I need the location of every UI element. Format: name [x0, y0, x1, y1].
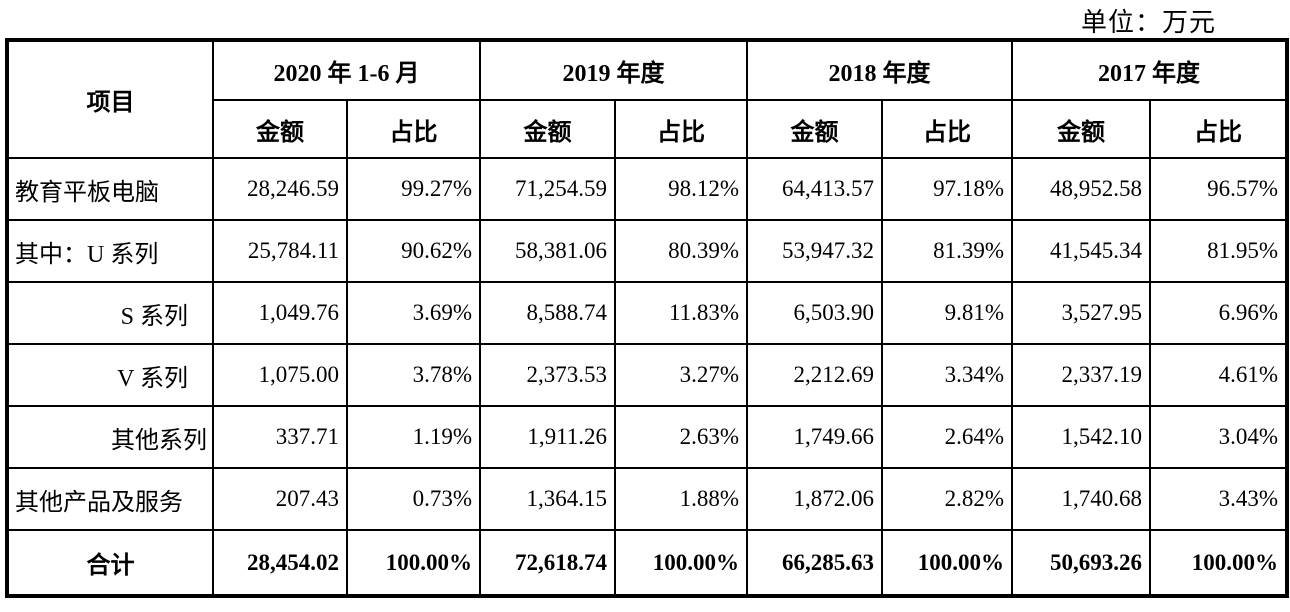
revenue-breakdown-table: 项目 2020 年 1-6 月 2019 年度 2018 年度 2017 年度 … — [5, 38, 1289, 598]
header-row-subcolumns: 金额 占比 金额 占比 金额 占比 金额 占比 — [7, 99, 1288, 159]
row-label: 其他系列 — [6, 405, 214, 469]
cell-amount: 1,872.06 — [746, 467, 883, 531]
cell-ratio: 3.43% — [1149, 467, 1288, 531]
col-header-amount-2018: 金额 — [746, 99, 883, 159]
cell-ratio: 2.63% — [614, 405, 748, 469]
cell-amount: 71,254.59 — [479, 157, 616, 221]
cell-ratio: 0.73% — [346, 467, 481, 531]
row-label: S 系列 — [6, 281, 214, 345]
col-header-period-2020: 2020 年 1-6 月 — [212, 39, 481, 101]
cell-amount: 72,618.74 — [479, 529, 616, 597]
cell-ratio: 96.57% — [1149, 157, 1288, 221]
cell-amount: 28,246.59 — [212, 157, 348, 221]
cell-amount: 1,049.76 — [212, 281, 348, 345]
cell-amount: 66,285.63 — [746, 529, 883, 597]
cell-ratio: 3.34% — [881, 343, 1013, 407]
cell-ratio: 81.39% — [881, 219, 1013, 283]
cell-amount: 2,337.19 — [1011, 343, 1151, 407]
cell-amount: 48,952.58 — [1011, 157, 1151, 221]
table-row-s-series: S 系列 1,049.76 3.69% 8,588.74 11.83% 6,50… — [6, 281, 1288, 345]
cell-amount: 2,373.53 — [479, 343, 616, 407]
cell-amount: 3,527.95 — [1011, 281, 1151, 345]
cell-ratio: 9.81% — [881, 281, 1013, 345]
cell-ratio: 4.61% — [1149, 343, 1288, 407]
cell-ratio: 100.00% — [346, 529, 481, 597]
cell-amount: 41,545.34 — [1011, 219, 1151, 283]
row-label: 其他产品及服务 — [6, 467, 214, 531]
cell-ratio: 97.18% — [881, 157, 1013, 221]
cell-amount: 2,212.69 — [746, 343, 883, 407]
cell-ratio: 3.04% — [1149, 405, 1288, 469]
cell-amount: 1,364.15 — [479, 467, 616, 531]
table-row-total: 合计 28,454.02 100.00% 72,618.74 100.00% 6… — [6, 529, 1288, 597]
col-header-period-2019: 2019 年度 — [479, 39, 748, 101]
col-header-ratio-2017: 占比 — [1149, 99, 1288, 159]
col-header-ratio-2020: 占比 — [346, 99, 481, 159]
col-header-period-2017: 2017 年度 — [1011, 39, 1288, 101]
cell-ratio: 3.78% — [346, 343, 481, 407]
col-header-ratio-2019: 占比 — [614, 99, 748, 159]
cell-amount: 1,911.26 — [479, 405, 616, 469]
table-row-edu-tablet: 教育平板电脑 28,246.59 99.27% 71,254.59 98.12%… — [6, 157, 1288, 221]
unit-label: 单位：万元 — [1080, 8, 1216, 37]
cell-ratio: 100.00% — [1149, 529, 1288, 597]
col-header-amount-2020: 金额 — [212, 99, 348, 159]
cell-ratio: 6.96% — [1149, 281, 1288, 345]
row-label: 教育平板电脑 — [6, 157, 214, 221]
cell-amount: 50,693.26 — [1011, 529, 1151, 597]
table-row-u-series: 其中：U 系列 25,784.11 90.62% 58,381.06 80.39… — [6, 219, 1288, 283]
cell-amount: 58,381.06 — [479, 219, 616, 283]
cell-ratio: 98.12% — [614, 157, 748, 221]
cell-ratio: 2.82% — [881, 467, 1013, 531]
cell-amount: 28,454.02 — [212, 529, 348, 597]
cell-ratio: 2.64% — [881, 405, 1013, 469]
cell-ratio: 3.27% — [614, 343, 748, 407]
cell-amount: 337.71 — [212, 405, 348, 469]
table-row-other-series: 其他系列 337.71 1.19% 1,911.26 2.63% 1,749.6… — [6, 405, 1288, 469]
col-header-amount-2017: 金额 — [1011, 99, 1151, 159]
col-header-amount-2019: 金额 — [479, 99, 616, 159]
cell-ratio: 100.00% — [881, 529, 1013, 597]
cell-ratio: 1.19% — [346, 405, 481, 469]
cell-ratio: 11.83% — [614, 281, 748, 345]
cell-ratio: 1.88% — [614, 467, 748, 531]
cell-amount: 1,749.66 — [746, 405, 883, 469]
col-header-ratio-2018: 占比 — [881, 99, 1013, 159]
header-row-periods: 项目 2020 年 1-6 月 2019 年度 2018 年度 2017 年度 — [6, 39, 1288, 159]
cell-amount: 8,588.74 — [479, 281, 616, 345]
cell-ratio: 80.39% — [614, 219, 748, 283]
table-row-v-series: V 系列 1,075.00 3.78% 2,373.53 3.27% 2,212… — [6, 343, 1288, 407]
cell-ratio: 99.27% — [346, 157, 481, 221]
table-row-other-products: 其他产品及服务 207.43 0.73% 1,364.15 1.88% 1,87… — [6, 467, 1288, 531]
cell-amount: 1,542.10 — [1011, 405, 1151, 469]
cell-amount: 25,784.11 — [212, 219, 348, 283]
cell-ratio: 100.00% — [614, 529, 748, 597]
cell-amount: 1,075.00 — [212, 343, 348, 407]
col-header-period-2018: 2018 年度 — [746, 39, 1013, 101]
cell-amount: 53,947.32 — [746, 219, 883, 283]
cell-amount: 207.43 — [212, 467, 348, 531]
col-header-item: 项目 — [6, 39, 214, 159]
cell-amount: 64,413.57 — [746, 157, 883, 221]
cell-ratio: 90.62% — [346, 219, 481, 283]
row-label: 其中：U 系列 — [6, 219, 214, 283]
cell-ratio: 81.95% — [1149, 219, 1288, 283]
row-label: 合计 — [6, 529, 214, 597]
row-label: V 系列 — [6, 343, 214, 407]
cell-ratio: 3.69% — [346, 281, 481, 345]
cell-amount: 6,503.90 — [746, 281, 883, 345]
cell-amount: 1,740.68 — [1011, 467, 1151, 531]
